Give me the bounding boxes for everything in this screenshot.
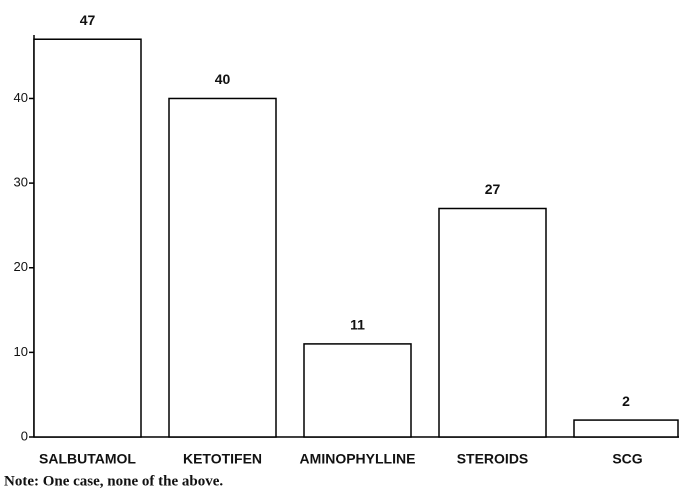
y-tick-label: 0: [21, 428, 28, 443]
data-label: 40: [215, 71, 231, 87]
bar: [438, 207, 547, 438]
x-tick-label: KETOTIFEN: [183, 451, 262, 467]
bar: [33, 38, 142, 438]
y-tick-label: 30: [14, 175, 28, 190]
data-label: 11: [350, 317, 365, 333]
data-label: 47: [80, 12, 96, 28]
data-label: 2: [622, 393, 630, 409]
x-tick-label: SCG: [612, 451, 642, 467]
y-tick-label: 40: [14, 90, 28, 105]
y-tick-label: 20: [14, 259, 28, 274]
x-tick-label: AMINOPHYLLINE: [300, 451, 416, 467]
x-tick-label: SALBUTAMOL: [39, 451, 136, 467]
note: Note: One case, none of the above.: [4, 473, 223, 489]
bar: [168, 97, 277, 438]
bar: [573, 419, 679, 438]
x-tick-label: STEROIDS: [457, 451, 529, 467]
data-label: 27: [485, 181, 501, 197]
y-tick-label: 10: [14, 344, 28, 359]
bar: [303, 343, 412, 438]
